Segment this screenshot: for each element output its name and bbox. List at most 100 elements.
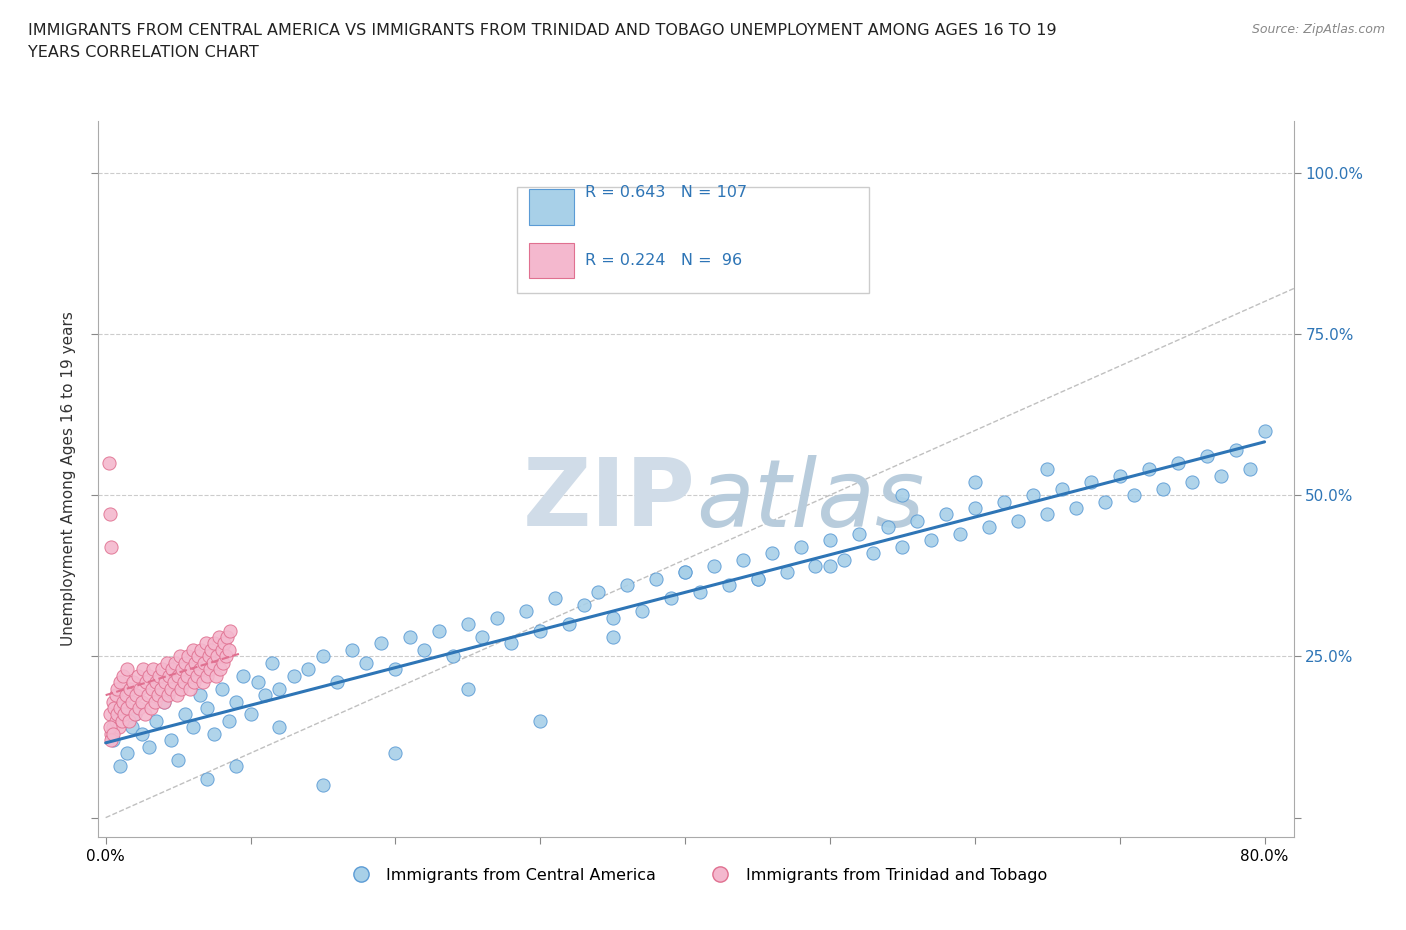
Point — [457, 617, 479, 631]
Point — [139, 700, 162, 715]
Point — [167, 669, 190, 684]
Point — [100, 733, 122, 748]
Point — [174, 707, 197, 722]
Point — [117, 746, 139, 761]
Point — [195, 700, 218, 715]
Point — [107, 720, 129, 735]
Point — [1225, 443, 1247, 458]
Point — [1064, 500, 1087, 515]
Point — [202, 726, 225, 741]
Point — [747, 572, 769, 587]
Point — [384, 746, 406, 761]
Point — [558, 617, 581, 631]
Point — [101, 733, 124, 748]
Point — [1137, 462, 1160, 477]
Point — [127, 669, 149, 684]
Point — [141, 681, 163, 696]
Point — [673, 565, 696, 580]
Point — [211, 643, 233, 658]
Point — [905, 513, 928, 528]
Point — [775, 565, 797, 580]
Point — [101, 726, 124, 741]
Point — [1167, 456, 1189, 471]
Text: R = 0.643   N = 107: R = 0.643 N = 107 — [585, 185, 747, 200]
Point — [125, 687, 148, 702]
Point — [297, 662, 319, 677]
Point — [427, 623, 450, 638]
Point — [877, 520, 900, 535]
Point — [630, 604, 652, 618]
Point — [269, 681, 291, 696]
Point — [184, 656, 207, 671]
Point — [108, 675, 131, 690]
Point — [253, 687, 276, 702]
Point — [181, 643, 204, 658]
Point — [143, 694, 166, 709]
Point — [98, 507, 121, 522]
Point — [834, 552, 856, 567]
Point — [145, 713, 167, 728]
Point — [747, 572, 769, 587]
Point — [804, 559, 827, 574]
Point — [138, 739, 160, 754]
Point — [215, 649, 238, 664]
Point — [218, 643, 240, 658]
Point — [1253, 423, 1275, 438]
Point — [117, 700, 139, 715]
Point — [180, 662, 202, 677]
Point — [162, 662, 184, 677]
Point — [193, 656, 215, 671]
Point — [100, 726, 122, 741]
Point — [187, 649, 209, 664]
Point — [225, 694, 247, 709]
Bar — [529, 189, 574, 225]
Point — [176, 669, 198, 684]
Point — [195, 772, 218, 787]
Point — [993, 494, 1015, 509]
Point — [152, 694, 174, 709]
Point — [204, 669, 226, 684]
Point — [101, 720, 124, 735]
Point — [118, 713, 141, 728]
Point — [156, 687, 179, 702]
Point — [1094, 494, 1116, 509]
Point — [188, 662, 211, 677]
Point — [399, 630, 422, 644]
Point — [100, 539, 122, 554]
Point — [131, 694, 153, 709]
Point — [170, 681, 193, 696]
Point — [104, 687, 127, 702]
Point — [165, 656, 187, 671]
Point — [211, 681, 233, 696]
Point — [979, 520, 1001, 535]
Point — [717, 578, 740, 592]
Point — [212, 656, 235, 671]
Point — [1181, 474, 1204, 489]
Point — [198, 662, 221, 677]
Point — [114, 707, 136, 722]
Point — [283, 669, 305, 684]
Point — [790, 539, 813, 554]
Point — [891, 487, 914, 502]
Point — [208, 630, 231, 644]
Point — [731, 552, 754, 567]
Point — [645, 572, 668, 587]
Point — [246, 675, 269, 690]
Point — [457, 681, 479, 696]
Point — [326, 675, 349, 690]
Point — [205, 649, 228, 664]
Point — [191, 675, 214, 690]
Point — [761, 546, 783, 561]
Point — [201, 656, 224, 671]
Point — [138, 669, 160, 684]
Point — [501, 636, 523, 651]
Point — [544, 591, 567, 605]
Point — [262, 656, 284, 671]
Point — [214, 636, 236, 651]
Point — [167, 752, 190, 767]
Point — [529, 713, 551, 728]
FancyBboxPatch shape — [517, 187, 869, 293]
Text: ZIP: ZIP — [523, 455, 696, 547]
Point — [1108, 469, 1130, 484]
Point — [529, 623, 551, 638]
